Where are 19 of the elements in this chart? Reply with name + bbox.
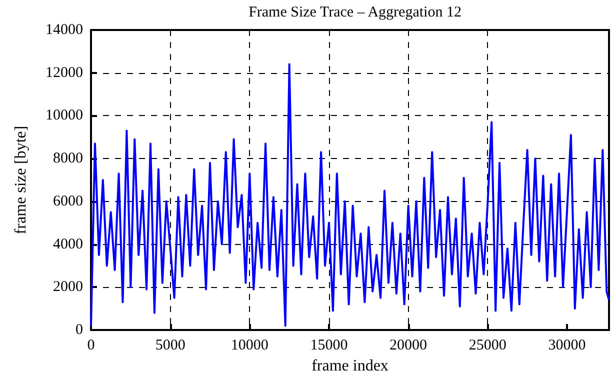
y-tick-label: 0 (76, 322, 83, 338)
x-tick-label: 5000 (155, 338, 186, 354)
y-tick-label: 6000 (53, 193, 83, 210)
x-axis-title: frame index (312, 357, 388, 374)
y-tick-label: 8000 (53, 150, 83, 167)
x-tick-label: 20000 (390, 338, 428, 354)
x-tick-label: 10000 (230, 338, 268, 354)
line-series (90, 63, 610, 327)
y-axis-title: frame size [byte] (12, 126, 30, 234)
y-tick-label: 14000 (46, 22, 83, 38)
chart-title: Frame Size Trace – Aggregation 12 (248, 4, 462, 20)
x-tick-label: 15000 (310, 338, 348, 354)
x-tick-label: 30000 (548, 338, 586, 354)
x-tick-label: 25000 (468, 338, 506, 354)
x-tick-label: 0 (87, 338, 95, 354)
y-tick-label: 2000 (53, 279, 83, 296)
y-tick-label: 4000 (53, 236, 83, 252)
y-tick-label: 10000 (46, 108, 83, 124)
y-tick-label: 12000 (46, 64, 83, 81)
